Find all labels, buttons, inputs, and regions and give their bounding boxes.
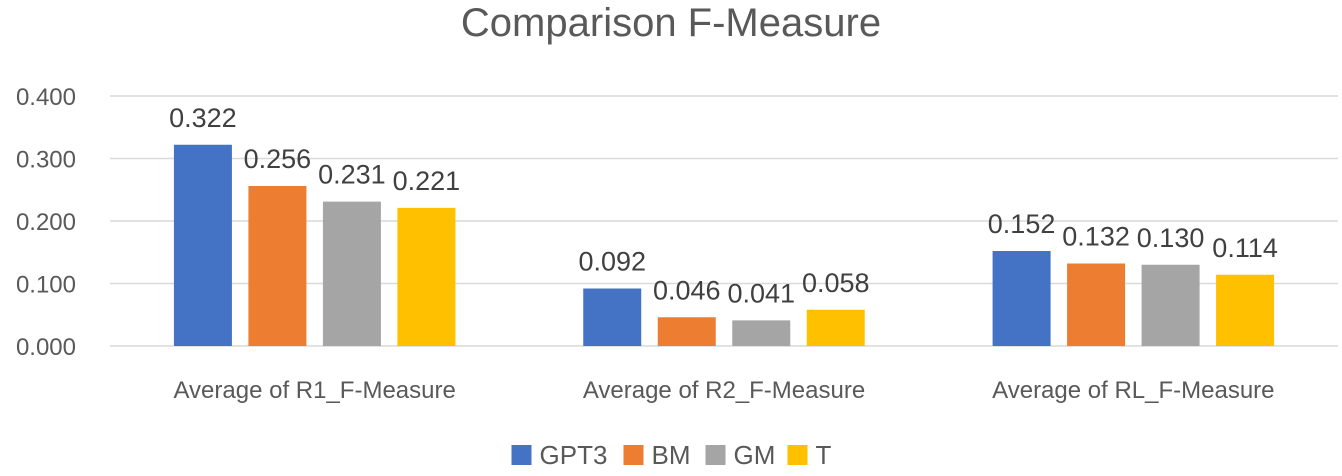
legend-swatch [623,445,644,465]
bar-gm-3 [1141,264,1200,346]
x-category-label: Average of RL_F-Measure [992,377,1274,404]
category-axis: Average of R1_F-Measure Average of R2_F-M… [173,377,1274,404]
legend-item-t: T [787,440,832,470]
y-tick-label: 0.200 [16,209,76,236]
data-label: 0.132 [1062,222,1130,252]
x-category-label: Average of R2_F-Measure [583,377,865,404]
data-label: 0.322 [169,103,237,133]
legend-swatch [511,445,532,465]
bar-layer [173,144,1275,346]
data-label: 0.231 [318,160,386,190]
legend-item-bm: BM [623,440,691,470]
legend: GPT3 BM GM T [511,440,832,470]
bar-bm-2 [657,317,716,346]
data-label: 0.221 [393,166,461,196]
data-label: 0.130 [1137,223,1205,253]
data-label: 0.114 [1212,233,1278,263]
data-label: 0.046 [653,275,721,305]
legend-item-gpt3: GPT3 [511,440,608,470]
y-tick-label: 0.000 [16,334,76,361]
bar-gpt3-2 [583,288,642,346]
data-label: 0.152 [988,209,1056,239]
bar-bm-3 [1067,263,1126,346]
bar-t-1 [397,207,456,346]
bar-t-2 [806,309,865,346]
legend-swatch [705,445,726,465]
bar-gm-1 [322,201,381,346]
bar-t-3 [1216,274,1275,346]
bar-gpt3-1 [173,144,232,346]
data-label: 0.058 [802,268,870,298]
bar-gpt3-3 [992,251,1051,346]
chart-title: Comparison F-Measure [461,1,881,45]
data-label: 0.041 [727,278,795,308]
legend-swatch [787,445,808,465]
y-tick-label: 0.100 [16,272,76,299]
legend-label: GM [734,440,776,470]
bar-bm-1 [248,186,307,346]
data-label: 0.256 [244,144,312,174]
y-tick-label: 0.400 [16,84,76,111]
legend-label: T [816,440,832,470]
grid-layer: 0.000 0.100 0.200 0.300 0.400 [16,84,1338,361]
data-label: 0.092 [578,247,646,277]
y-tick-label: 0.300 [16,147,76,174]
legend-item-gm: GM [705,440,776,470]
legend-label: GPT3 [540,440,608,470]
x-category-label: Average of R1_F-Measure [173,377,455,404]
legend-label: BM [652,440,691,470]
bar-gm-2 [732,320,791,346]
